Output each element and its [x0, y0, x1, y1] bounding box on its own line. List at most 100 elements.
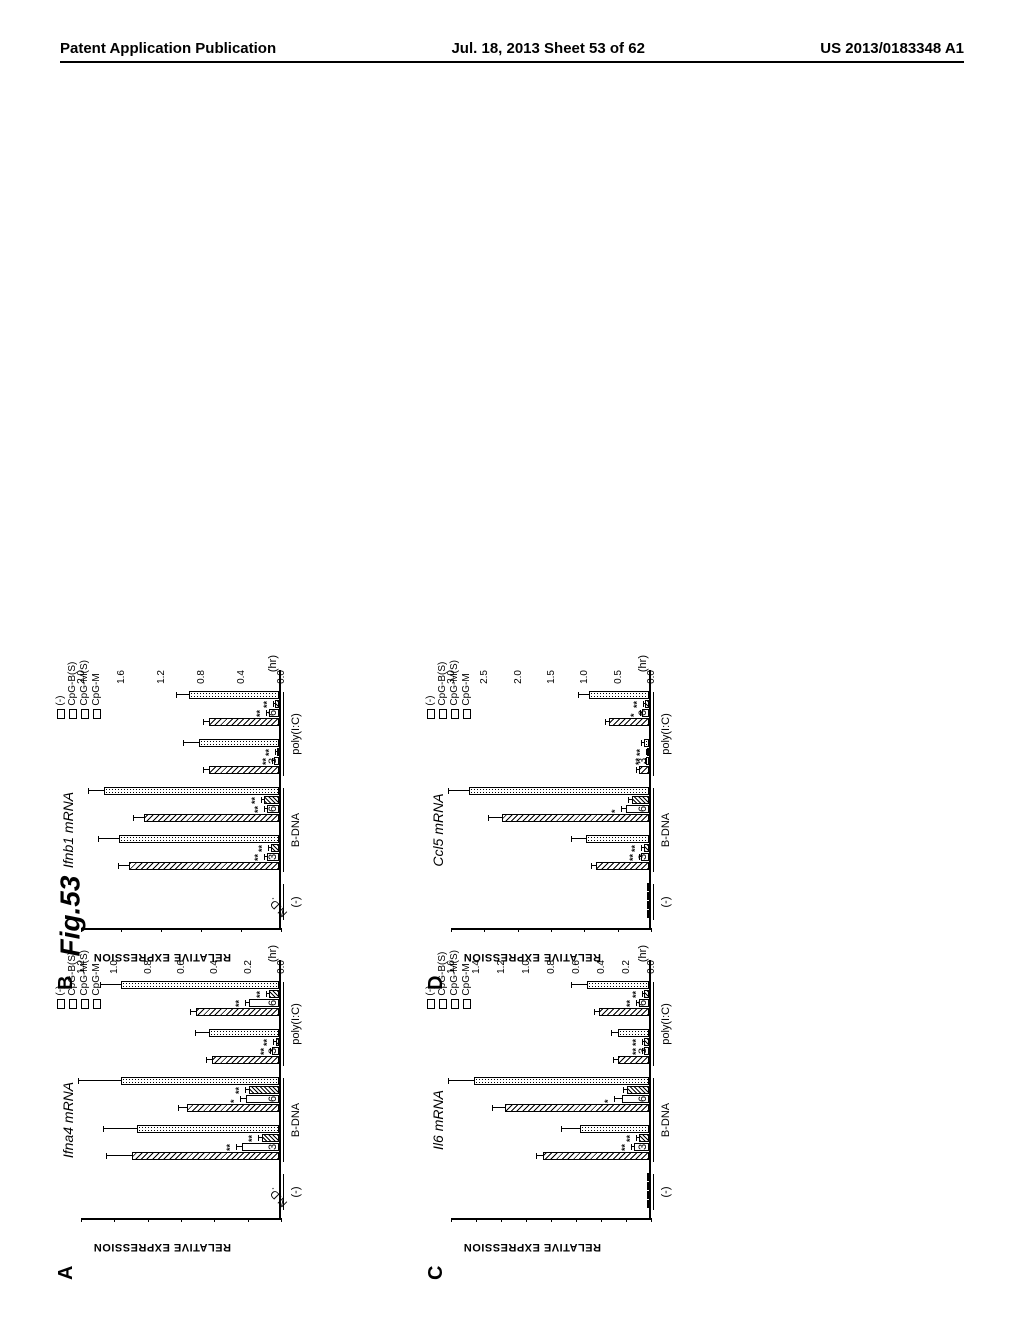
y-tick: 1.5 — [546, 670, 557, 695]
legend-label: (-) — [55, 696, 66, 706]
y-tick: 2.0 — [76, 670, 87, 695]
significance-marker: ** — [253, 854, 263, 861]
x-tick-hour: 6 — [267, 1000, 279, 1006]
bar — [129, 862, 279, 870]
chart-area: RELATIVE EXPRESSION0.00.20.40.60.81.01.2… — [451, 960, 651, 1220]
legend-swatch — [57, 709, 65, 719]
y-tick: 1.2 — [156, 670, 167, 695]
chart-title: Il6 mRNA — [430, 980, 446, 1260]
significance-marker: ** — [250, 797, 260, 804]
legend-label: (-) — [425, 696, 436, 706]
panels-container: AIfna4 mRNA(-)CpG-B(S)CpG-M(S)CpG-MRELAT… — [60, 60, 780, 1260]
y-axis-label: RELATIVE EXPRESSION — [463, 1241, 601, 1253]
y-tick: 2.0 — [513, 670, 524, 695]
chart-area: RELATIVE EXPRESSION0.00.40.81.21.62.0N.D… — [81, 670, 281, 930]
significance-marker: ** — [255, 991, 265, 998]
x-tick-hour: 3 — [637, 1144, 649, 1150]
y-axis-label: RELATIVE EXPRESSION — [93, 951, 231, 963]
x-tick-hour: 6 — [267, 806, 279, 812]
header-left: Patent Application Publication — [60, 40, 276, 57]
x-labels: 3636(-)B-DNApoly(I:C)(hr) — [265, 960, 365, 1220]
bar — [144, 814, 279, 822]
legend-swatch — [439, 709, 447, 719]
legend-swatch — [69, 999, 77, 1009]
x-stimulus-label: poly(I:C) — [660, 692, 672, 776]
hour-unit-label: (hr) — [637, 655, 649, 672]
significance-marker: ** — [253, 806, 263, 813]
chart-title: Ifna4 mRNA — [60, 980, 76, 1260]
x-stimulus-label: B-DNA — [290, 1078, 302, 1162]
x-tick-hour: 6 — [637, 710, 649, 716]
bar — [104, 787, 279, 795]
significance-marker: ** — [225, 1144, 235, 1151]
x-stimulus-label: (-) — [660, 1174, 672, 1210]
header-right: US 2013/0183348 A1 — [820, 40, 964, 57]
x-labels: 3636(-)B-DNApoly(I:C)(hr) — [265, 670, 365, 930]
panel-label: A — [55, 1266, 78, 1280]
bar — [137, 1125, 279, 1133]
y-tick: 3.0 — [446, 670, 457, 695]
significance-marker: ** — [625, 1000, 635, 1007]
significance-marker: * — [603, 1099, 613, 1103]
x-stimulus-label: (-) — [290, 884, 302, 920]
chart-panel: AIfna4 mRNA(-)CpG-B(S)CpG-M(S)CpG-MRELAT… — [60, 980, 410, 1260]
significance-marker: * — [229, 1099, 239, 1103]
significance-marker: ** — [234, 1000, 244, 1007]
bar — [132, 1152, 279, 1160]
x-tick-hour: 3 — [267, 1144, 279, 1150]
x-stimulus-label: poly(I:C) — [290, 982, 302, 1066]
x-tick-hour: 3 — [637, 758, 649, 764]
x-tick-hour: 3 — [637, 854, 649, 860]
x-labels: 3636(-)B-DNApoly(I:C)(hr) — [635, 670, 735, 930]
significance-marker: ** — [620, 1144, 630, 1151]
x-tick-hour: 6 — [637, 1000, 649, 1006]
legend-swatch — [427, 999, 435, 1009]
significance-marker: ** — [247, 1135, 257, 1142]
x-stimulus-label: B-DNA — [660, 788, 672, 872]
chart-area: RELATIVE EXPRESSION0.00.51.01.52.02.53.0… — [451, 670, 651, 930]
hour-unit-label: (hr) — [267, 655, 279, 672]
x-stimulus-label: poly(I:C) — [660, 982, 672, 1066]
bar — [543, 1152, 649, 1160]
x-tick-hour: 6 — [637, 1096, 649, 1102]
legend-swatch — [69, 709, 77, 719]
x-tick-hour: 3 — [267, 758, 279, 764]
chart-panel: BIfnb1 mRNA(-)CpG-B(S)CpG-M(S)CpG-MRELAT… — [60, 690, 410, 970]
header-center: Jul. 18, 2013 Sheet 53 of 62 — [451, 40, 644, 57]
x-tick-hour: 3 — [637, 1048, 649, 1054]
x-stimulus-label: (-) — [660, 884, 672, 920]
y-axis-label: RELATIVE EXPRESSION — [93, 1241, 231, 1253]
chart-panel: CIl6 mRNA(-)CpG-B(S)CpG-M(S)CpG-MRELATIV… — [430, 980, 780, 1260]
bar — [474, 1077, 649, 1085]
panel-label: C — [425, 1266, 448, 1280]
x-stimulus-label: (-) — [290, 1174, 302, 1210]
legend-swatch — [57, 999, 65, 1009]
panel-label: D — [425, 976, 448, 990]
significance-marker: * — [610, 809, 620, 813]
x-tick-hour: 6 — [637, 806, 649, 812]
y-tick: 2.5 — [479, 670, 490, 695]
y-axis-label: RELATIVE EXPRESSION — [463, 951, 601, 963]
x-tick-hour: 3 — [267, 1048, 279, 1054]
x-stimulus-label: B-DNA — [660, 1078, 672, 1162]
bar — [469, 787, 649, 795]
x-tick-hour: 6 — [267, 710, 279, 716]
significance-marker: ** — [255, 710, 265, 717]
x-tick-hour: 3 — [267, 854, 279, 860]
page: Patent Application Publication Jul. 18, … — [0, 0, 1024, 1320]
chart-title: Ifnb1 mRNA — [60, 690, 76, 970]
y-tick: 1.6 — [116, 670, 127, 695]
significance-marker: ** — [234, 1087, 244, 1094]
significance-marker: ** — [625, 1135, 635, 1142]
legend-swatch — [439, 999, 447, 1009]
bar — [121, 1077, 279, 1085]
bar — [502, 814, 649, 822]
chart-title: Ccl5 mRNA — [430, 690, 446, 970]
legend-swatch — [427, 709, 435, 719]
bar — [121, 981, 279, 989]
panel-label: B — [55, 976, 78, 990]
x-labels: 3636(-)B-DNApoly(I:C)(hr) — [635, 960, 735, 1220]
bar — [119, 835, 279, 843]
x-stimulus-label: poly(I:C) — [290, 692, 302, 776]
x-tick-hour: 6 — [267, 1096, 279, 1102]
